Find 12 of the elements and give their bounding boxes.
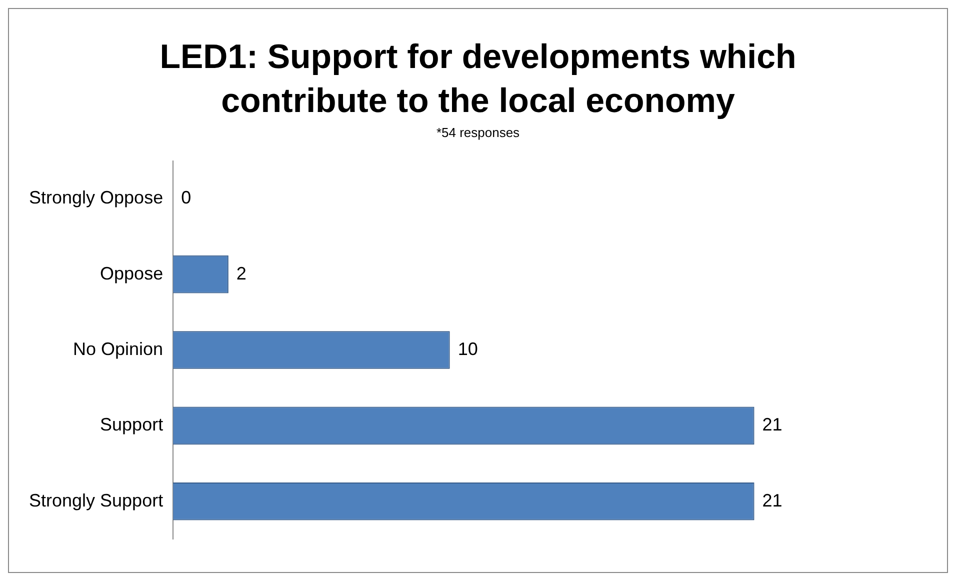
data-label: 10 <box>458 338 478 359</box>
y-tick-label: Oppose <box>100 263 164 284</box>
chart-title: LED1: Support for developments which contribute to the local economy <box>158 37 798 122</box>
data-label: 21 <box>762 490 782 510</box>
y-tick-label: Strongly Oppose <box>29 188 164 208</box>
data-label: 21 <box>762 414 782 435</box>
chart-subtitle: *54 responses <box>435 125 521 140</box>
y-tick-label: Strongly Support <box>29 490 164 510</box>
y-tick-label: No Opinion <box>73 338 164 359</box>
y-tick-label: Support <box>100 414 164 435</box>
data-label: 2 <box>236 263 246 284</box>
data-label: 0 <box>181 188 192 208</box>
